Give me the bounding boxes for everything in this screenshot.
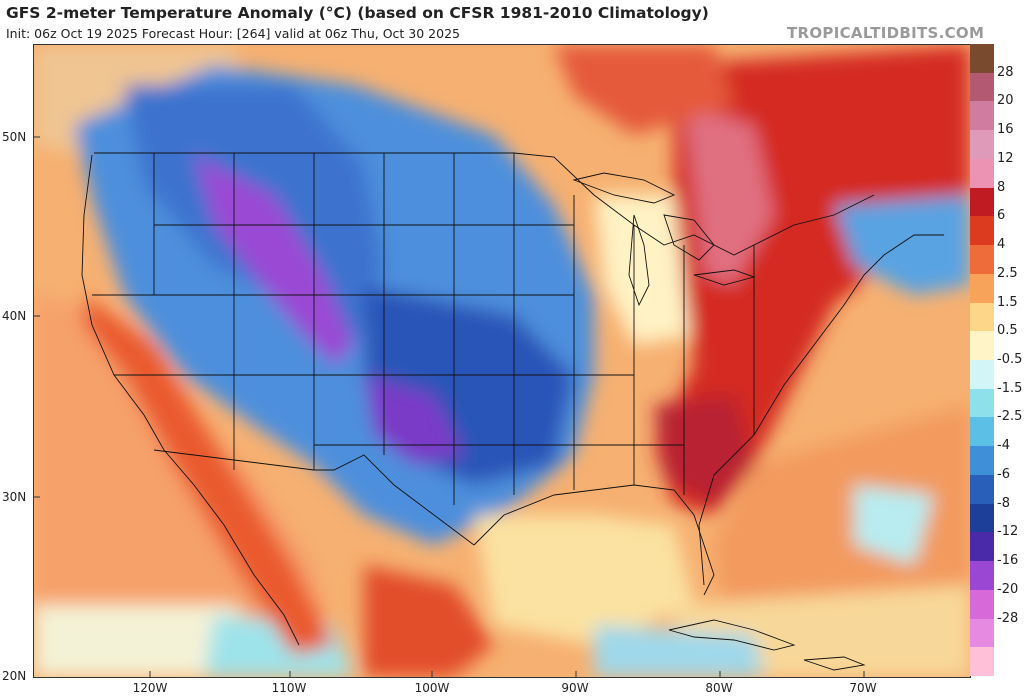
forecast-info: Init: 06z Oct 19 2025 Forecast Hour: [26… bbox=[6, 26, 460, 41]
lon-label-100w: 100W bbox=[414, 681, 450, 695]
legend-label: -28 bbox=[997, 610, 1019, 626]
lat-label-40n: 40N bbox=[2, 309, 27, 323]
legend-swatch bbox=[970, 187, 994, 217]
legend-swatch bbox=[970, 72, 994, 102]
legend-label: 4 bbox=[997, 237, 1006, 253]
great-lakes bbox=[572, 172, 756, 307]
legend-swatch bbox=[970, 647, 994, 677]
legend-label: -4 bbox=[997, 438, 1010, 454]
anomaly-map bbox=[33, 44, 971, 678]
legend-swatch bbox=[970, 388, 994, 418]
political-borders bbox=[81, 152, 944, 646]
legend-label: 1.5 bbox=[997, 294, 1018, 310]
legend-label: -1.5 bbox=[997, 380, 1023, 396]
legend-label: 12 bbox=[997, 150, 1014, 166]
legend-swatch bbox=[970, 417, 994, 447]
legend-label: -6 bbox=[997, 466, 1010, 482]
legend-swatch bbox=[970, 503, 994, 533]
lat-label-30n: 30N bbox=[2, 490, 27, 504]
legend-swatch bbox=[970, 44, 994, 74]
lon-label-120w: 120W bbox=[132, 681, 168, 695]
legend-swatch bbox=[970, 302, 994, 332]
brand-watermark: TROPICALTIDBITS.COM bbox=[787, 24, 985, 42]
legend-swatch bbox=[970, 561, 994, 591]
legend-label: 28 bbox=[997, 64, 1014, 80]
lon-label-110w: 110W bbox=[271, 681, 307, 695]
legend-label: -20 bbox=[997, 581, 1019, 597]
legend-swatch bbox=[970, 273, 994, 304]
legend-swatch bbox=[970, 474, 994, 505]
legend-swatch bbox=[970, 130, 994, 160]
lon-label-70w: 70W bbox=[849, 681, 877, 695]
legend-swatch bbox=[970, 618, 994, 648]
legend-label: 6 bbox=[997, 208, 1006, 224]
legend-swatch bbox=[970, 532, 994, 562]
legend-swatch bbox=[970, 360, 994, 390]
legend-swatch bbox=[970, 245, 994, 275]
legend-swatch bbox=[970, 446, 994, 476]
chart-title: GFS 2-meter Temperature Anomaly (°C) (ba… bbox=[6, 4, 709, 22]
graticule-ticks bbox=[34, 136, 865, 677]
legend-label: -12 bbox=[997, 524, 1019, 540]
legend-label: -2.5 bbox=[997, 409, 1023, 425]
lon-label-80w: 80W bbox=[705, 681, 733, 695]
legend-label: -16 bbox=[997, 553, 1019, 569]
legend-label: 0.5 bbox=[997, 323, 1018, 339]
legend-swatch bbox=[970, 331, 994, 361]
legend-label: 16 bbox=[997, 122, 1014, 138]
legend-swatch bbox=[970, 216, 994, 246]
caribbean-islands bbox=[668, 619, 866, 671]
lon-label-90w: 90W bbox=[561, 681, 589, 695]
lat-label-20n: 20N bbox=[2, 669, 27, 683]
legend-label: -0.5 bbox=[997, 352, 1023, 367]
legend-swatch bbox=[970, 589, 994, 620]
legend-label: -8 bbox=[997, 495, 1010, 511]
lat-label-50n: 50N bbox=[2, 130, 27, 144]
color-scale-legend bbox=[970, 44, 994, 677]
legend-label: 2.5 bbox=[997, 265, 1018, 281]
legend-label: 8 bbox=[997, 179, 1006, 195]
legend-label: 20 bbox=[997, 93, 1014, 109]
legend-swatch bbox=[970, 158, 994, 189]
legend-swatch bbox=[970, 101, 994, 131]
